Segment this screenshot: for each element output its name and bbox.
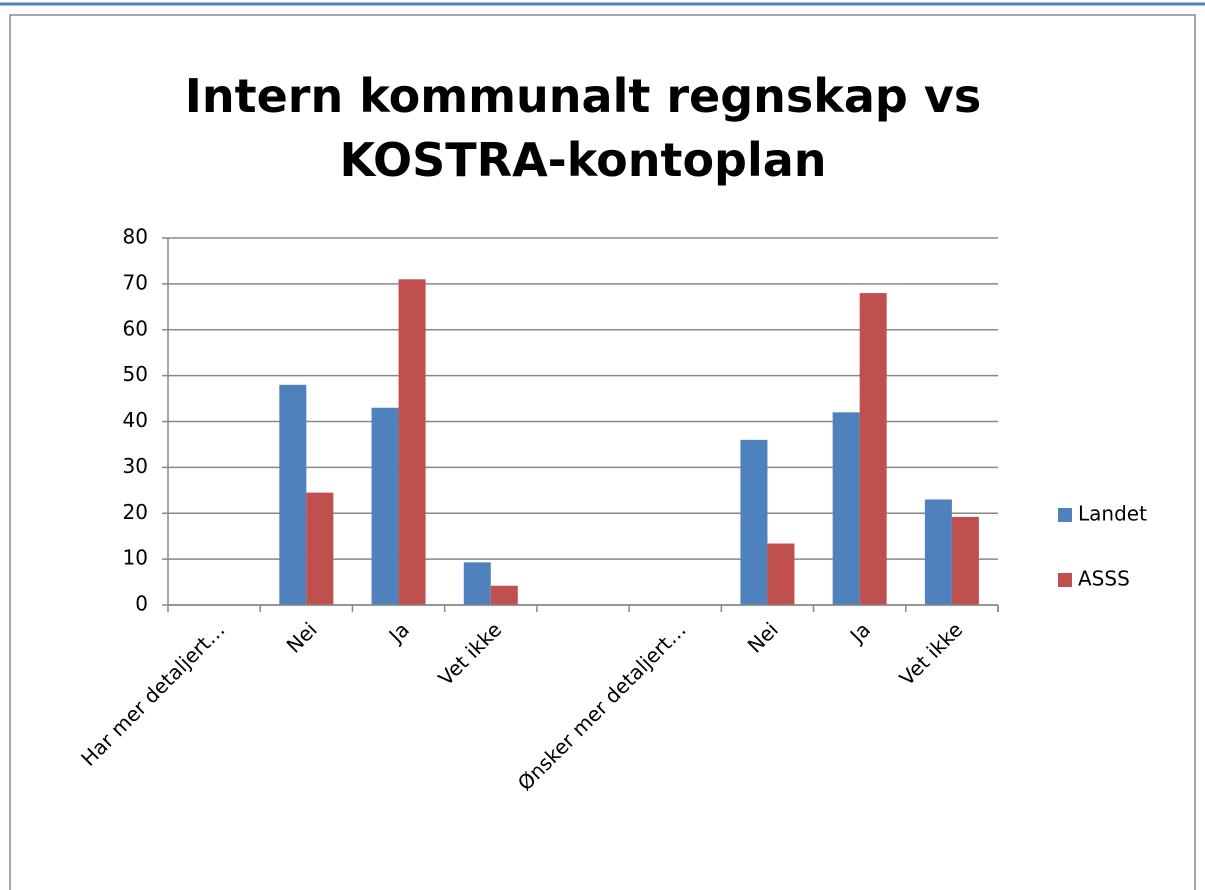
bar [951, 516, 979, 605]
bar [924, 499, 952, 605]
legend-swatch [1058, 573, 1072, 587]
x-tick-label: Har mer detaljert… [76, 617, 229, 770]
bar [371, 407, 399, 605]
x-tick-label: Ønsker mer detaljert… [513, 617, 691, 795]
y-tick-label: 50 [123, 362, 148, 386]
legend-label: ASSS [1078, 567, 1130, 591]
legend-swatch [1058, 508, 1072, 522]
y-tick-label: 30 [123, 454, 148, 478]
bar [279, 384, 307, 605]
legend-label: Landet [1078, 502, 1147, 526]
y-tick-label: 40 [123, 408, 148, 432]
bar [398, 279, 426, 605]
chart-frame [9, 14, 1196, 890]
x-tick-label: Ja [844, 617, 875, 648]
y-tick-label: 20 [123, 500, 148, 524]
x-tick-label: Vet ikke [433, 617, 506, 690]
bar [306, 492, 334, 605]
x-tick-label: Nei [743, 617, 783, 657]
x-tick-label: Ja [383, 617, 414, 648]
y-tick-label: 60 [123, 316, 148, 340]
bar [832, 412, 860, 605]
chart-title: Intern kommunalt regnskap vs KOSTRA-kont… [184, 69, 982, 187]
bar [767, 543, 795, 605]
bar [859, 293, 887, 605]
y-tick-label: 0 [135, 592, 148, 616]
bar [490, 585, 518, 605]
bar [463, 562, 491, 605]
bar [740, 439, 768, 605]
y-tick-label: 10 [123, 546, 148, 570]
x-tick-label: Nei [282, 617, 322, 657]
x-tick-label: Vet ikke [895, 617, 968, 690]
y-tick-label: 80 [123, 225, 148, 249]
y-tick-label: 70 [123, 270, 148, 294]
